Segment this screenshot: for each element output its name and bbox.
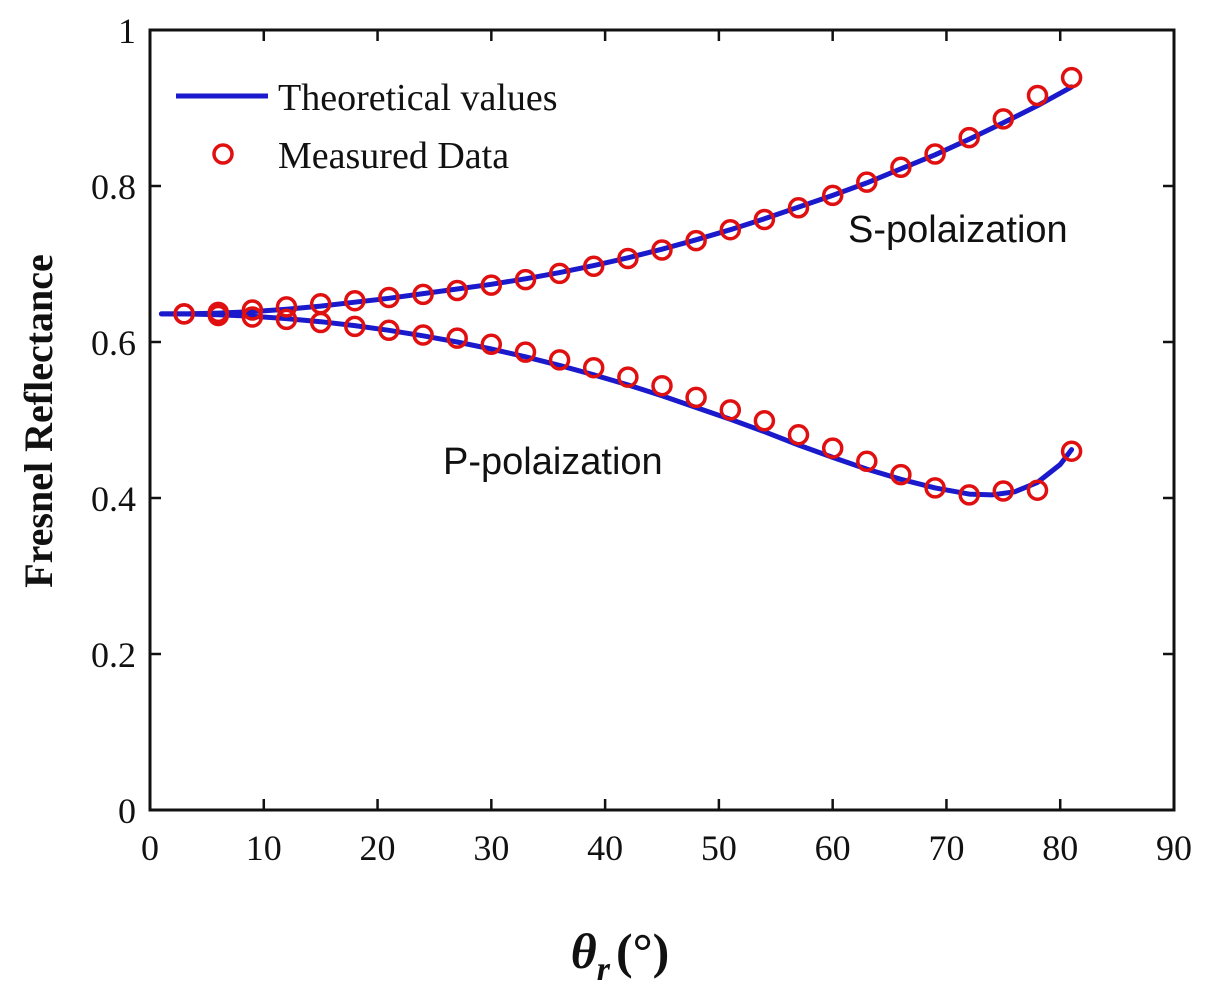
axes: 0 10 20 30 40 50 60 70 80 90 0 0.2 0.4 0.6 0.8 1	[91, 11, 1192, 868]
measured-point-s	[241, 299, 264, 321]
x-tick-label: 60	[815, 828, 851, 868]
measured-point-p	[992, 480, 1015, 502]
measured-point-s	[617, 247, 639, 270]
measured-point-s	[992, 108, 1015, 130]
x-tick-label: 40	[587, 828, 623, 868]
measured-point-p	[480, 333, 503, 356]
measured-point-p	[617, 366, 639, 388]
y-tick-label: 0.8	[91, 167, 136, 207]
measured-point-s	[958, 126, 980, 149]
measured-point-s	[821, 184, 844, 207]
measured-point-s	[719, 218, 742, 241]
measured-point-p	[1026, 479, 1049, 501]
theoretical-curves	[158, 84, 1075, 498]
measured-point-s	[856, 171, 878, 193]
measured-point-s	[275, 296, 298, 318]
measured-point-p	[309, 311, 332, 334]
measured-point-s	[1026, 84, 1049, 107]
measured-point-s	[651, 239, 673, 261]
measured-point-p	[378, 319, 400, 342]
measured-point-s	[582, 255, 605, 278]
measured-point-s	[685, 229, 707, 252]
theoretical-curve-p	[158, 311, 1075, 498]
x-tick-label: 50	[701, 828, 737, 868]
legend: Theoretical values Measured Data	[176, 77, 558, 177]
x-tick-label: 80	[1042, 828, 1078, 868]
measured-point-p	[173, 303, 195, 325]
measured-point-s	[753, 208, 776, 231]
legend-measured-swatch	[212, 143, 234, 165]
y-tick-label: 0.6	[91, 323, 136, 363]
measured-point-p	[924, 477, 946, 499]
measured-point-p	[787, 424, 810, 446]
measured-point-p	[412, 324, 434, 346]
x-tick-label: 20	[360, 828, 396, 868]
y-tick-label: 0	[118, 791, 136, 831]
measured-point-p	[344, 315, 366, 338]
measured-point-s	[514, 268, 537, 291]
y-axis-title: Fresnel Reflectance	[16, 254, 61, 588]
measured-point-p	[548, 349, 571, 371]
legend-measured-label: Measured Data	[278, 135, 509, 177]
measured-point-p	[275, 308, 298, 331]
measured-point-p	[890, 463, 912, 486]
measured-points	[173, 66, 1083, 506]
measured-point-p	[685, 386, 707, 409]
p-polarization-annotation: P-polaization	[443, 441, 663, 483]
x-tick-label: 0	[141, 828, 159, 868]
measured-point-p	[856, 450, 878, 473]
measured-point-p	[446, 327, 468, 349]
measured-point-s	[412, 283, 434, 306]
x-axis-symbol: θ	[571, 923, 597, 979]
measured-point-p	[821, 437, 844, 459]
x-tick-label: 90	[1156, 828, 1192, 868]
measured-point-s	[924, 143, 946, 165]
measured-point-p	[241, 306, 264, 328]
theoretical-curve-s	[158, 84, 1075, 317]
legend-theoretical-label: Theoretical values	[278, 77, 558, 119]
x-axis-subscript: r	[597, 951, 611, 988]
measured-point-s	[787, 197, 810, 219]
measured-point-s	[446, 279, 468, 302]
measured-point-s	[1060, 66, 1083, 89]
y-tick-label: 0.2	[91, 635, 136, 675]
measured-point-s	[890, 156, 912, 179]
measured-point-p	[514, 341, 537, 363]
measured-point-p	[753, 410, 776, 432]
x-tick-label: 30	[473, 828, 509, 868]
measured-point-p	[1060, 440, 1083, 462]
measured-point-p	[719, 399, 742, 421]
measured-point-s	[378, 286, 400, 309]
measured-point-p	[582, 356, 605, 379]
s-polarization-annotation: S-polaization	[848, 209, 1068, 251]
x-axis-title: θr (°)	[571, 923, 669, 988]
measured-point-s	[344, 289, 366, 312]
measured-point-s	[480, 274, 503, 296]
y-tick-label: 0.4	[91, 479, 136, 519]
y-tick-label: 1	[118, 11, 136, 51]
measured-point-s	[548, 262, 571, 285]
x-tick-label: 70	[928, 828, 964, 868]
x-axis-unit: (°)	[616, 923, 669, 979]
plot-frame	[148, 28, 1176, 812]
x-tick-label: 10	[246, 828, 282, 868]
measured-point-p	[651, 374, 673, 397]
measured-point-p	[958, 484, 980, 506]
measured-point-p	[207, 304, 230, 327]
